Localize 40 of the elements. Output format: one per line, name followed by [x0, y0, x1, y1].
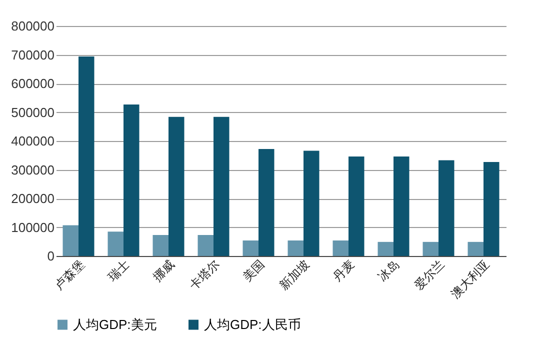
bar	[242, 240, 258, 256]
y-tick-label: 700000	[11, 47, 54, 62]
y-tick-label: 400000	[11, 134, 54, 148]
y-tick-label: 100000	[11, 220, 54, 235]
x-tick-label: 澳大利亚	[448, 257, 492, 301]
y-tick-label: 0	[47, 248, 54, 264]
bar	[288, 240, 304, 256]
bar	[258, 149, 274, 256]
y-tick-label: 200000	[11, 191, 54, 206]
x-tick-label: 丹麦	[330, 257, 357, 284]
bar	[168, 116, 184, 256]
bar	[62, 225, 78, 256]
legend-label: 人均GDP:人民币	[204, 316, 301, 332]
x-tick-label: 挪威	[150, 257, 177, 284]
bar	[78, 56, 94, 256]
y-tick-label: 800000	[11, 18, 54, 34]
x-tick-label: 新加坡	[276, 257, 312, 292]
x-tick-label: 瑞士	[105, 257, 132, 284]
bar	[108, 232, 124, 256]
x-tick-label: 爱尔兰	[412, 257, 447, 292]
y-tick-label: 300000	[11, 162, 54, 178]
bar	[484, 162, 500, 256]
bar	[394, 156, 410, 256]
x-tick-label: 美国	[240, 257, 267, 284]
y-tick-label: 500000	[11, 104, 54, 120]
bar	[438, 160, 454, 256]
bar	[422, 242, 438, 256]
x-tick-label: 卡塔尔	[186, 257, 222, 292]
y-tick-label: 600000	[11, 76, 54, 91]
legend-label: 人均GDP:美元	[73, 316, 157, 332]
bar	[348, 156, 364, 256]
bar	[378, 242, 394, 256]
bar	[468, 242, 484, 256]
bar	[152, 235, 168, 256]
bar	[124, 104, 140, 256]
bar	[198, 235, 214, 256]
bar	[304, 150, 320, 256]
bar	[214, 116, 230, 256]
bar	[332, 240, 348, 256]
x-tick-label: 冰岛	[375, 257, 402, 284]
